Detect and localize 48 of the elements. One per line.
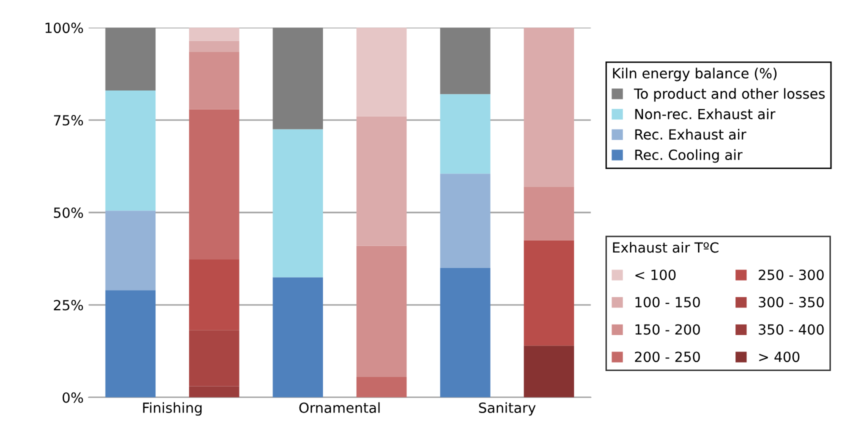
bar — [272, 129, 323, 278]
bar — [356, 246, 407, 378]
bar — [189, 259, 240, 330]
bar — [105, 210, 156, 290]
legend-label: Rec. Cooling air — [635, 149, 743, 163]
legend-label: Non-rec. Exhaust air — [635, 108, 776, 120]
bar — [524, 346, 574, 398]
y-tick-label: 100% — [46, 22, 83, 34]
bar — [105, 28, 156, 90]
bar — [189, 386, 240, 398]
bar — [189, 28, 240, 41]
legend-label: 200 - 250 — [634, 352, 700, 362]
legend-label: To product and other losses — [634, 88, 825, 102]
bar — [524, 240, 574, 346]
bar — [440, 174, 490, 268]
bar — [440, 28, 490, 94]
legend-label: 350 - 400 — [758, 324, 824, 335]
x-tick-label: Sanitary — [479, 402, 536, 416]
legend-label: 100 - 150 — [635, 296, 700, 308]
legend-label: 300 - 350 — [758, 296, 824, 308]
text: Exhaust air TºC — [613, 242, 718, 253]
y-tick-label: 75% — [54, 115, 83, 126]
legend-label: < 100 — [635, 270, 676, 280]
bar — [356, 377, 407, 398]
bar — [272, 28, 323, 130]
text: Kiln energy balance (%) — [613, 68, 777, 82]
bar — [189, 109, 240, 260]
x-tick-label: Ornamental — [299, 402, 380, 413]
legend-label: 150 - 200 — [635, 324, 700, 335]
bar — [189, 40, 240, 52]
legend-label: Rec. Exhaust air — [635, 128, 746, 140]
bar — [524, 28, 574, 187]
bar — [189, 330, 240, 386]
bar — [105, 90, 156, 211]
legend-label: 250 - 300 — [758, 270, 824, 280]
bar — [272, 277, 323, 398]
legend-label: > 400 — [759, 352, 800, 362]
y-tick-label: 50% — [54, 207, 83, 218]
bar — [524, 186, 574, 240]
y-tick-label: 0% — [62, 392, 83, 403]
y-tick-label: 25% — [54, 300, 83, 310]
bar — [356, 28, 407, 116]
x-tick-label: Finishing — [143, 402, 202, 416]
bar — [440, 268, 490, 398]
bar — [105, 290, 156, 398]
bar — [356, 116, 407, 246]
bar — [189, 52, 240, 110]
bar — [440, 94, 490, 174]
